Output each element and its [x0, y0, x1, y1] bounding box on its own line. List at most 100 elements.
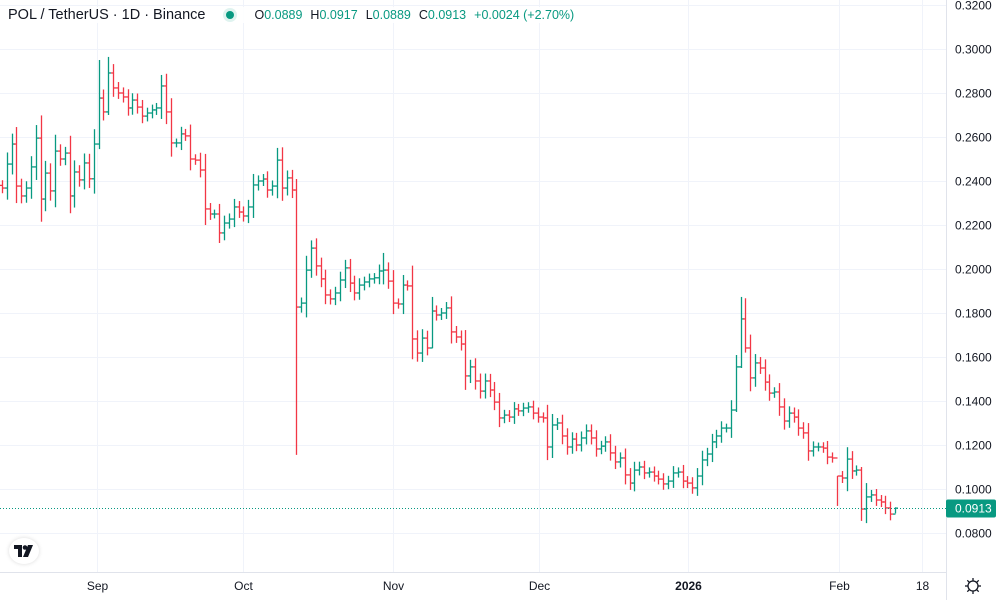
price-tick-label: 0.0800 — [955, 527, 992, 541]
ohlc-bar — [700, 450, 705, 486]
ohlc-bar — [106, 56, 111, 115]
ohlc-bar — [772, 387, 777, 398]
ohlc-bar — [285, 170, 290, 196]
ohlc-bar — [323, 269, 328, 305]
ohlc-bar — [840, 471, 845, 483]
price-tick-label: 0.1400 — [955, 395, 992, 409]
ohlc-bar — [0, 180, 5, 194]
ohlc-bar — [449, 296, 454, 344]
ohlc-bar — [179, 126, 184, 151]
ohlc-bar — [883, 495, 888, 515]
ohlc-bar — [111, 64, 116, 97]
ohlc-bar — [434, 305, 439, 321]
ohlc-bar — [869, 489, 874, 502]
ohlc-bar — [203, 153, 208, 226]
price-tick-label: 0.2200 — [955, 219, 992, 233]
price-axis[interactable]: 0.3200 0.3000 0.2800 0.2600 0.2400 0.2200 0.20… — [955, 0, 992, 541]
ohlc-bar — [594, 430, 599, 457]
ohlc-bar — [758, 357, 763, 374]
ohlc-bar — [521, 402, 526, 417]
ohlc-bar — [169, 98, 174, 157]
ohlc-bar — [729, 400, 734, 438]
time-tick-label: 2026 — [675, 579, 702, 593]
ohlc-bars — [0, 56, 898, 524]
ohlc-bar — [237, 201, 242, 218]
ohlc-bar — [87, 153, 92, 188]
tradingview-logo[interactable] — [9, 538, 39, 564]
market-status-icon[interactable] — [223, 8, 238, 22]
ohlc-bar — [352, 275, 357, 301]
ohlc-bar — [830, 452, 835, 463]
ohlc-bar — [396, 298, 401, 309]
ohlc-bar — [381, 252, 386, 285]
ohlc-bar — [478, 373, 483, 399]
ohlc-bar — [835, 457, 840, 506]
ohlc-bar — [584, 424, 589, 445]
ohlc-bar — [656, 470, 661, 485]
ohlc-bar — [270, 180, 275, 196]
ohlc-bar — [77, 165, 82, 187]
ohlc-bar — [58, 144, 63, 166]
ohlc-bar — [405, 280, 410, 291]
ohlc-bar — [777, 383, 782, 416]
ohlc-bar — [188, 124, 193, 171]
ohlc-bar — [208, 203, 213, 220]
price-tick-label: 0.2400 — [955, 175, 992, 189]
ohlc-bar — [217, 203, 222, 243]
ohlc-bar — [734, 355, 739, 412]
symbol-title[interactable]: POL / TetherUS · 1D · Binance — [8, 7, 206, 23]
ohlc-bar — [526, 402, 531, 413]
ohlc-bar — [502, 409, 507, 424]
ohlc-bar — [63, 146, 68, 166]
ohlc-bar — [140, 99, 145, 124]
ohlc-bar — [864, 483, 869, 524]
ohlc-bar — [314, 238, 319, 276]
ohlc-bar — [309, 240, 314, 278]
ohlc-bar — [719, 421, 724, 443]
ohlc-bar — [121, 87, 126, 103]
ohlc-bar — [357, 278, 362, 300]
time-axis[interactable]: Sep Oct Nov Dec 2026 Feb 18 — [87, 579, 930, 593]
ohlc-bar — [724, 423, 729, 433]
ohlc-bar — [647, 467, 652, 478]
ohlc-bar — [850, 451, 855, 479]
low-value: 0.0889 — [372, 8, 411, 22]
ohlc-bar — [710, 433, 715, 463]
gear-icon[interactable] — [964, 577, 982, 595]
ohlc-bar — [14, 127, 19, 204]
ohlc-bar — [280, 147, 285, 201]
time-tick-label: Feb — [829, 579, 850, 593]
ohlc-bar — [666, 475, 671, 490]
close-label: C — [418, 8, 428, 22]
ohlc-bar — [101, 89, 106, 121]
close-value: 0.0913 — [427, 8, 467, 22]
ohlc-bar — [603, 436, 608, 452]
time-tick-label: 18 — [916, 579, 930, 593]
price-tick-label: 0.2000 — [955, 263, 992, 277]
ohlc-bar — [628, 468, 633, 490]
ohlc-bar — [652, 466, 657, 482]
ohlc-bar — [714, 429, 719, 449]
ohlc-bar — [154, 102, 159, 115]
ohlc-bar — [420, 329, 425, 362]
ohlc-bar — [256, 175, 261, 191]
ohlc-bar — [695, 468, 700, 496]
ohlc-bar — [227, 213, 232, 229]
ohlc-bar — [92, 129, 97, 194]
ohlc-bar — [410, 265, 415, 360]
ohlc-bar — [251, 173, 256, 218]
ohlc-bar — [512, 402, 517, 424]
ohlc-bar — [536, 407, 541, 423]
last-price-badge — [946, 499, 996, 518]
ohlc-bar — [488, 373, 493, 398]
ohlc-bar — [43, 160, 48, 212]
ohlc-bar — [222, 215, 227, 241]
time-tick-label: Nov — [383, 579, 404, 593]
ohlc-bar — [685, 476, 690, 489]
ohlc-bar — [806, 423, 811, 461]
ohlc-bar — [299, 297, 304, 313]
ohlc-bar — [753, 354, 758, 387]
ohlc-bar — [241, 206, 246, 222]
ohlc-bar — [681, 464, 686, 489]
